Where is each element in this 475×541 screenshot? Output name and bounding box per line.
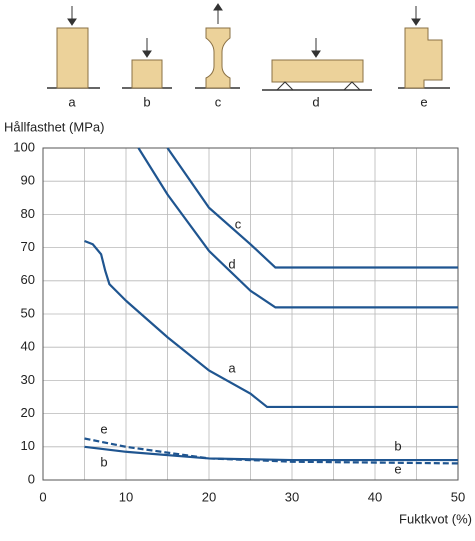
curve-label: e [100,421,107,436]
specimen-b [132,60,162,88]
arrow-head [312,51,320,57]
arrow-head [214,4,222,10]
curve-label: c [235,216,242,231]
curve-label: d [228,256,235,271]
series-line [168,148,459,268]
supports [277,82,360,90]
illustrations [47,4,450,90]
y-tick-label: 0 [28,471,35,486]
arrow-head [143,51,151,57]
x-tick-label: 20 [202,489,216,504]
x-tick-label: 0 [39,489,46,504]
y-axis-title: Hållfasthet (MPa) [4,119,104,134]
x-tick-label: 40 [368,489,382,504]
y-tick-label: 40 [21,339,35,354]
arrow-head [68,19,76,25]
arrow-head [412,19,420,25]
curve-label: b [100,454,107,469]
curve-label: e [394,461,401,476]
y-tick-label: 90 [21,173,35,188]
specimen-label: b [143,94,150,109]
curve-label: a [228,360,236,375]
specimen-e [405,28,442,88]
series-line [138,148,458,307]
specimen-label: d [312,94,319,109]
y-tick-label: 100 [13,139,35,154]
curve-label: b [394,438,401,453]
specimen-c [206,28,230,88]
x-tick-label: 50 [451,489,465,504]
y-tick-label: 80 [21,206,35,221]
y-tick-label: 60 [21,272,35,287]
x-tick-label: 10 [119,489,133,504]
specimen-a [57,28,88,88]
x-axis-title: Fuktkvot (%) [399,511,472,526]
y-tick-label: 10 [21,438,35,453]
series-line [85,241,459,407]
y-tick-label: 50 [21,305,35,320]
specimen-d [272,60,363,82]
x-tick-label: 30 [285,489,299,504]
specimen-label: e [420,94,427,109]
specimen-label: a [68,94,76,109]
y-tick-label: 30 [21,372,35,387]
y-tick-label: 20 [21,405,35,420]
chart: Hållfasthet (MPa) Fuktkvot (%) a b c d e 0 10 2… [0,0,475,536]
y-tick-label: 70 [21,239,35,254]
specimen-label: c [215,94,222,109]
